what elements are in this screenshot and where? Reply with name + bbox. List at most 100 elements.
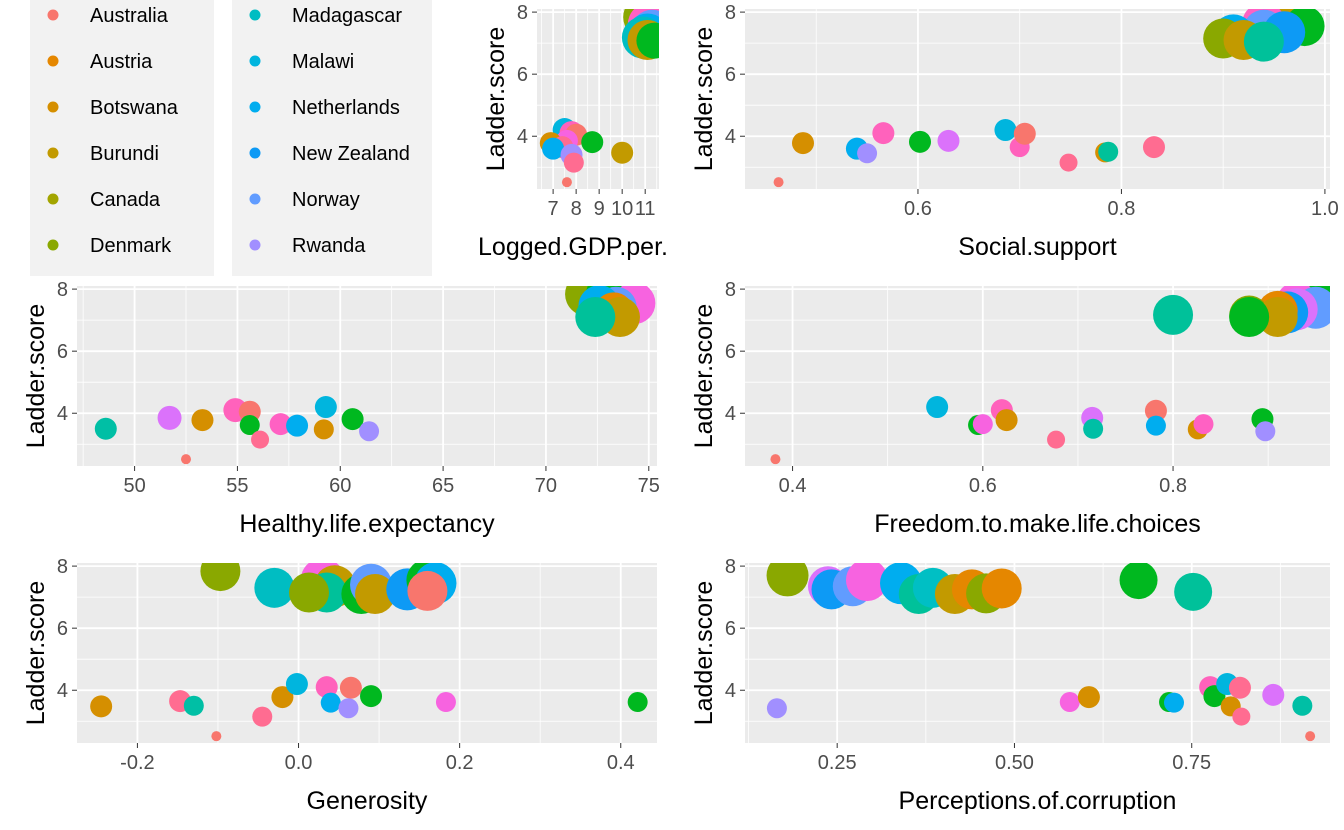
y-tick-label: 4 xyxy=(725,126,736,148)
y-tick-label: 4 xyxy=(725,403,736,425)
data-point xyxy=(1119,563,1158,600)
data-point xyxy=(1193,414,1214,435)
data-point xyxy=(1013,122,1036,145)
x-tick-label: 0.6 xyxy=(969,475,997,497)
legend-label: New Zealand xyxy=(292,143,410,165)
data-point xyxy=(937,129,960,152)
data-point xyxy=(1083,418,1104,439)
y-tick-label: 8 xyxy=(57,556,68,578)
y-tick-label: 8 xyxy=(725,556,736,578)
x-axis-title: Generosity xyxy=(307,787,428,815)
data-point xyxy=(252,706,273,727)
data-point xyxy=(791,132,814,155)
y-tick-label: 6 xyxy=(725,64,736,86)
data-point xyxy=(251,430,270,449)
data-point xyxy=(339,676,362,699)
y-tick-label: 6 xyxy=(725,618,736,640)
data-point xyxy=(1229,297,1270,338)
y-axis-title: Ladder.score xyxy=(690,27,718,172)
data-point xyxy=(338,698,359,719)
data-point xyxy=(1145,415,1166,436)
legend-key xyxy=(47,101,59,113)
data-point xyxy=(1164,692,1184,713)
gridlines xyxy=(77,286,657,466)
points xyxy=(773,9,1325,188)
data-point xyxy=(872,122,895,145)
data-point xyxy=(766,698,787,719)
gridlines xyxy=(745,286,1330,466)
x-tick-label: 55 xyxy=(226,475,248,497)
data-point xyxy=(181,454,192,465)
x-tick-label: 0.25 xyxy=(818,752,857,774)
data-point xyxy=(1243,21,1284,62)
points xyxy=(94,286,656,465)
data-point xyxy=(926,396,949,419)
data-point xyxy=(1174,572,1213,611)
x-tick-label: 0.4 xyxy=(779,475,807,497)
x-tick-label: 0.8 xyxy=(1108,198,1136,220)
x-tick-label: 0.6 xyxy=(904,198,932,220)
data-point xyxy=(315,676,338,699)
data-point xyxy=(611,141,634,164)
data-point xyxy=(1059,692,1080,713)
x-tick-label: 10 xyxy=(611,198,633,220)
y-tick-label: 4 xyxy=(517,126,528,148)
points xyxy=(90,563,648,742)
data-point xyxy=(1098,141,1119,162)
y-tick-label: 4 xyxy=(57,680,68,702)
data-point xyxy=(1262,683,1285,706)
legend-key xyxy=(47,239,59,251)
legend-label: Madagascar xyxy=(292,5,402,27)
y-tick-label: 8 xyxy=(57,279,68,301)
x-tick-label: 50 xyxy=(123,475,145,497)
legend-label: Norway xyxy=(292,189,360,211)
legend-key xyxy=(47,55,59,67)
x-tick-label: 8 xyxy=(571,198,582,220)
legend-key xyxy=(249,101,261,113)
x-tick-label: 0.75 xyxy=(1172,752,1211,774)
data-point xyxy=(285,673,308,696)
y-tick-label: 8 xyxy=(725,279,736,301)
y-axis-title: Ladder.score xyxy=(690,304,718,449)
data-point xyxy=(561,177,572,188)
data-point xyxy=(1142,136,1165,159)
y-tick-label: 8 xyxy=(725,2,736,24)
x-tick-label: 9 xyxy=(594,198,605,220)
y-tick-label: 6 xyxy=(517,64,528,86)
data-point xyxy=(360,685,383,708)
data-point xyxy=(1228,676,1251,699)
data-point xyxy=(435,692,456,713)
y-axis-title: Ladder.score xyxy=(22,581,50,726)
data-point xyxy=(1305,731,1316,742)
legend-label: Austria xyxy=(90,51,153,73)
data-point xyxy=(313,419,334,440)
data-point xyxy=(271,686,294,709)
data-point xyxy=(770,454,781,465)
data-point xyxy=(211,731,222,742)
data-point xyxy=(1292,695,1313,716)
scatter-panel-3: 50 55 60 65 70 75 4 6 8 Healthy.life.expectancy La… xyxy=(22,279,660,538)
data-point xyxy=(183,695,204,716)
data-point xyxy=(994,119,1017,142)
legend-label: Denmark xyxy=(90,235,172,257)
data-point xyxy=(981,568,1022,609)
legend-label: Burundi xyxy=(90,143,159,165)
data-point xyxy=(269,413,292,436)
x-tick-label: 70 xyxy=(535,475,557,497)
data-point xyxy=(1232,707,1251,726)
x-tick-label: 65 xyxy=(432,475,454,497)
legend-label: Malawi xyxy=(292,51,354,73)
data-point xyxy=(995,409,1018,432)
data-point xyxy=(636,22,659,59)
data-point xyxy=(563,152,584,173)
scatter-panel-6: 0.25 0.50 0.75 4 6 8 Perceptions.of.corruption… xyxy=(690,556,1330,815)
data-point xyxy=(355,574,396,615)
legend-column-2 xyxy=(232,0,432,276)
x-tick-label: 7 xyxy=(548,198,559,220)
x-axis-title: Freedom.to.make.life.choices xyxy=(874,510,1201,538)
data-point xyxy=(286,414,309,437)
legend-label: Rwanda xyxy=(292,235,366,257)
x-tick-label: 0.2 xyxy=(446,752,474,774)
